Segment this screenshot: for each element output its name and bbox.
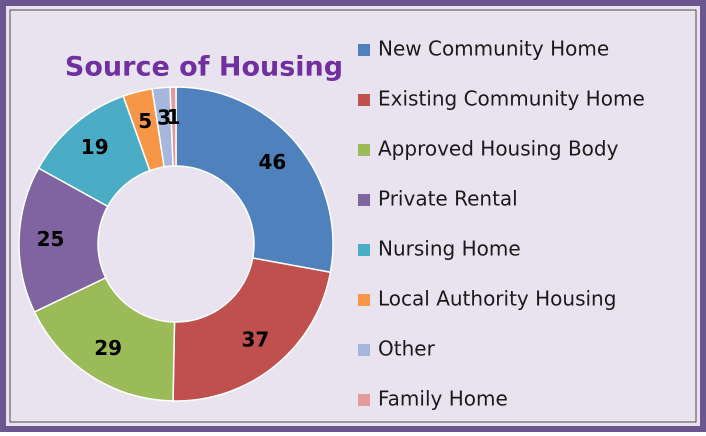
legend-label: Local Authority Housing: [378, 287, 616, 311]
data-label: 29: [94, 336, 122, 360]
donut-slice: [33, 276, 176, 402]
legend-swatch: [358, 44, 370, 56]
legend-swatch: [358, 294, 370, 306]
legend-label: Approved Housing Body: [378, 137, 619, 161]
data-label: 1: [167, 105, 181, 129]
legend-label: New Community Home: [378, 37, 609, 61]
donut-slice: [175, 86, 334, 274]
data-label: 19: [81, 135, 109, 159]
data-label: 46: [258, 150, 286, 174]
data-label: 5: [138, 109, 152, 133]
data-label: 25: [37, 227, 65, 251]
donut-slice: [169, 86, 177, 167]
chart-title: Source of Housing: [65, 52, 343, 83]
legend-swatch: [358, 144, 370, 156]
data-label: 3: [157, 106, 171, 130]
legend-swatch: [358, 394, 370, 406]
legend-label: Nursing Home: [378, 237, 521, 261]
legend-label: Family Home: [378, 387, 508, 411]
legend-swatch: [358, 94, 370, 106]
legend-swatch: [358, 194, 370, 206]
data-label: 37: [242, 328, 270, 352]
legend-label: Private Rental: [378, 187, 518, 211]
donut-slice: [172, 257, 332, 402]
legend-label: Existing Community Home: [378, 87, 645, 111]
legend-label: Other: [378, 337, 436, 361]
legend-swatch: [358, 244, 370, 256]
inner-frame: [9, 9, 697, 423]
legend-swatch: [358, 344, 370, 356]
